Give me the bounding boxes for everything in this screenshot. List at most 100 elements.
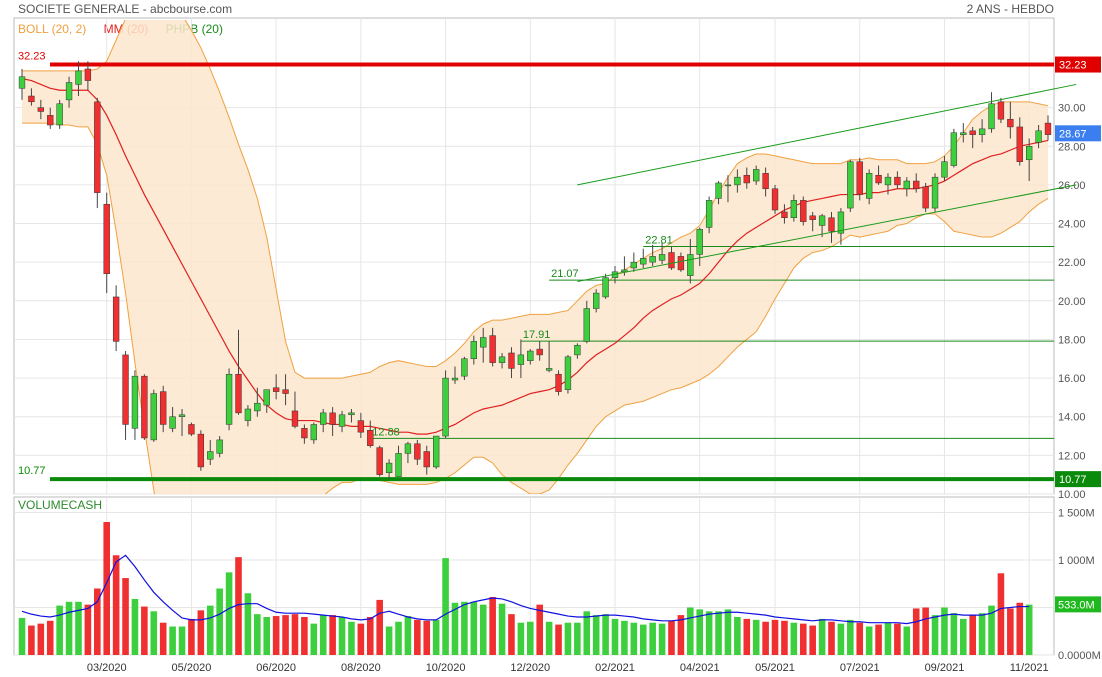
candle-body bbox=[498, 356, 506, 363]
moving-average-line bbox=[21, 78, 1049, 435]
x-tick-label: 04/2021 bbox=[680, 662, 720, 674]
x-tick-label: 07/2021 bbox=[840, 662, 880, 674]
candle-body bbox=[385, 462, 393, 473]
volume-bar bbox=[479, 604, 487, 655]
price-y-tick-label: 18.00 bbox=[1058, 334, 1086, 346]
volume-bar bbox=[188, 618, 195, 655]
volume-bar bbox=[790, 622, 798, 655]
bollinger-band-fill bbox=[22, 20, 1048, 494]
candle-body bbox=[903, 180, 910, 190]
price-y-tick-label: 22.00 bbox=[1058, 257, 1086, 269]
candle-body bbox=[960, 132, 967, 135]
candle-body bbox=[404, 443, 412, 454]
candle-body bbox=[941, 161, 948, 178]
volume-bar bbox=[574, 622, 581, 655]
volume-bar bbox=[545, 621, 553, 655]
price-level-badge bbox=[1055, 56, 1101, 73]
candle-body bbox=[489, 335, 496, 363]
volume-bar bbox=[526, 621, 534, 655]
volume-bar bbox=[169, 626, 176, 655]
volume-bar bbox=[602, 614, 609, 655]
volume-bar bbox=[461, 601, 468, 655]
volume-bar bbox=[724, 609, 732, 655]
level-label: 12.88 bbox=[372, 426, 400, 438]
candle-body bbox=[1016, 126, 1023, 162]
candle-body bbox=[480, 337, 487, 348]
volume-bar bbox=[442, 558, 449, 655]
price-y-tick-label: 10.00 bbox=[1058, 489, 1086, 501]
volume-bar bbox=[291, 614, 299, 655]
x-tick-label: 06/2020 bbox=[256, 662, 296, 674]
volume-bar bbox=[216, 588, 223, 655]
candle-body bbox=[122, 354, 129, 425]
volume-bar bbox=[762, 621, 769, 655]
volume-bar bbox=[649, 622, 656, 655]
volume-bar bbox=[56, 605, 63, 655]
last-price-badge bbox=[1055, 125, 1101, 142]
volume-bar bbox=[131, 598, 139, 655]
candle-body bbox=[178, 414, 186, 417]
candle-body bbox=[357, 420, 365, 433]
candle-body bbox=[112, 296, 120, 342]
candle-body bbox=[574, 344, 581, 356]
volume-bar bbox=[658, 623, 666, 655]
candle-body bbox=[640, 258, 647, 265]
candle-body bbox=[894, 176, 901, 186]
chart-header-right: 2 ANS - HEBDO bbox=[966, 2, 1054, 16]
volume-y-tick-label: 1 500M bbox=[1058, 508, 1095, 520]
candle-body bbox=[348, 412, 355, 416]
candle-body bbox=[677, 256, 685, 271]
volume-bar bbox=[696, 609, 704, 655]
candle-body bbox=[160, 391, 167, 425]
candle-body bbox=[282, 389, 289, 394]
volume-bar bbox=[517, 622, 525, 655]
candle-body bbox=[28, 95, 35, 103]
candle-body bbox=[254, 402, 261, 412]
volume-bar bbox=[564, 622, 572, 655]
candle-body bbox=[244, 408, 252, 421]
candle-body bbox=[913, 180, 920, 190]
candle-body bbox=[687, 254, 694, 276]
volume-bar bbox=[837, 623, 845, 655]
candle-body bbox=[216, 439, 223, 454]
candle-body bbox=[621, 269, 628, 273]
candle-body bbox=[56, 103, 63, 126]
volume-bar bbox=[941, 607, 948, 655]
candle-body bbox=[527, 350, 534, 361]
candle-body bbox=[451, 377, 459, 381]
candle-body bbox=[668, 252, 675, 269]
candle-body bbox=[771, 188, 779, 211]
x-tick-label: 03/2020 bbox=[87, 662, 127, 674]
trend-channel-line bbox=[577, 184, 1077, 282]
volume-bar bbox=[385, 626, 393, 655]
volume-bar bbox=[470, 601, 478, 655]
volume-bar bbox=[922, 607, 929, 655]
chart-header-left: SOCIETE GENERALE - abcbourse.com bbox=[18, 2, 233, 16]
volume-bar bbox=[865, 626, 873, 655]
volume-bar bbox=[847, 619, 854, 655]
candle-body bbox=[141, 375, 148, 439]
price-y-tick-label: 28.00 bbox=[1058, 141, 1086, 153]
candle-body bbox=[338, 414, 346, 427]
candle-body bbox=[367, 429, 374, 446]
candle-body bbox=[423, 451, 430, 468]
price-y-tick-label: 20.00 bbox=[1058, 296, 1086, 308]
candle-body bbox=[169, 416, 176, 429]
level-label: 17.91 bbox=[523, 329, 551, 341]
volume-bar bbox=[423, 620, 431, 655]
volume-bar bbox=[715, 611, 722, 655]
candle-body bbox=[37, 107, 44, 112]
volume-bar bbox=[37, 623, 45, 655]
volume-bar bbox=[809, 625, 816, 655]
candle-body bbox=[762, 173, 769, 190]
candle-body bbox=[630, 261, 638, 269]
price-level-badge-text: 32.23 bbox=[1059, 60, 1087, 72]
x-tick-label: 10/2020 bbox=[426, 662, 466, 674]
candle-body bbox=[658, 254, 666, 261]
trend-channel-line bbox=[577, 83, 1077, 186]
candle-body bbox=[978, 128, 986, 135]
candle-body bbox=[555, 373, 562, 392]
volume-bar bbox=[159, 622, 167, 655]
volume-bar bbox=[884, 622, 892, 655]
volume-bar bbox=[639, 624, 647, 655]
